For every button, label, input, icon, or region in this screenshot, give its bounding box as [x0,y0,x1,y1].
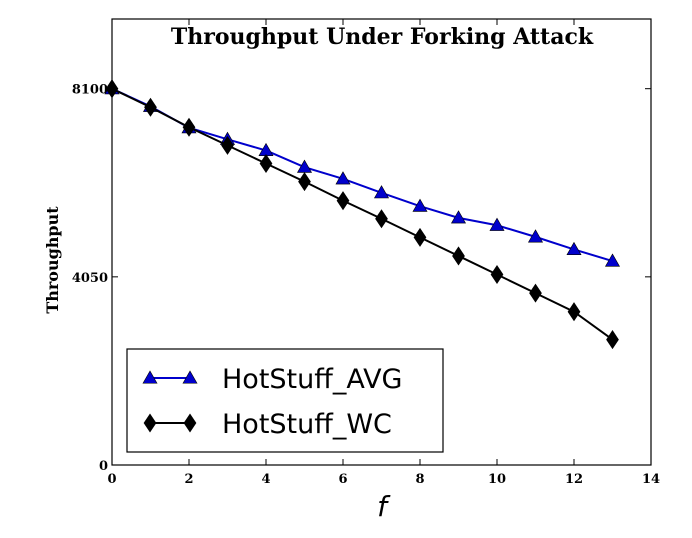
data-point [412,198,428,212]
series-line-2 [111,87,614,341]
data-point [489,217,505,231]
data-point [298,172,311,192]
data-point [566,241,582,255]
x-axis-label: f [377,490,391,523]
legend-marker [183,413,197,433]
legend-frame [126,348,444,453]
y-tick-label: 0 [99,459,108,474]
plot-area [111,18,652,466]
y-axis-label: Throughput [43,206,62,314]
x-tick-label: 10 [488,472,506,487]
data-point [567,302,581,322]
chart-title: Throughput Under Forking Attack [171,24,594,50]
x-tick-label: 14 [642,472,660,487]
x-tick-label: 12 [565,472,583,487]
data-point [335,171,351,185]
data-point [450,210,467,224]
data-point [490,264,504,285]
series-layer [104,79,621,350]
data-point [606,330,619,350]
y-tick-label: 4050 [72,271,108,286]
data-point [529,283,542,303]
x-tick-label: 4 [261,472,270,487]
legend-items: HotStuff_AVG HotStuff_WC [142,364,402,440]
x-tick-label: 0 [107,472,116,487]
data-point [259,153,273,174]
data-point [452,246,465,266]
x-tick-label: 6 [338,472,347,487]
legend-marker [182,370,198,384]
x-tick-label: 2 [184,472,193,487]
data-point [527,229,544,243]
data-point [373,185,390,199]
data-point [413,227,427,247]
legend: HotStuff_AVG HotStuff_WC [126,348,444,453]
data-point [375,209,388,229]
data-point [604,253,621,267]
legend-marker [142,370,158,384]
legend-marker [143,413,157,433]
y-tick-label: 8100 [72,83,108,98]
legend-label: HotStuff_AVG [222,364,402,395]
x-tick-label: 8 [415,472,424,487]
data-point [144,97,157,117]
data-point [296,159,313,173]
data-point [182,117,196,137]
legend-label: HotStuff_WC [222,409,392,440]
data-point [221,135,234,155]
data-point [336,191,350,211]
